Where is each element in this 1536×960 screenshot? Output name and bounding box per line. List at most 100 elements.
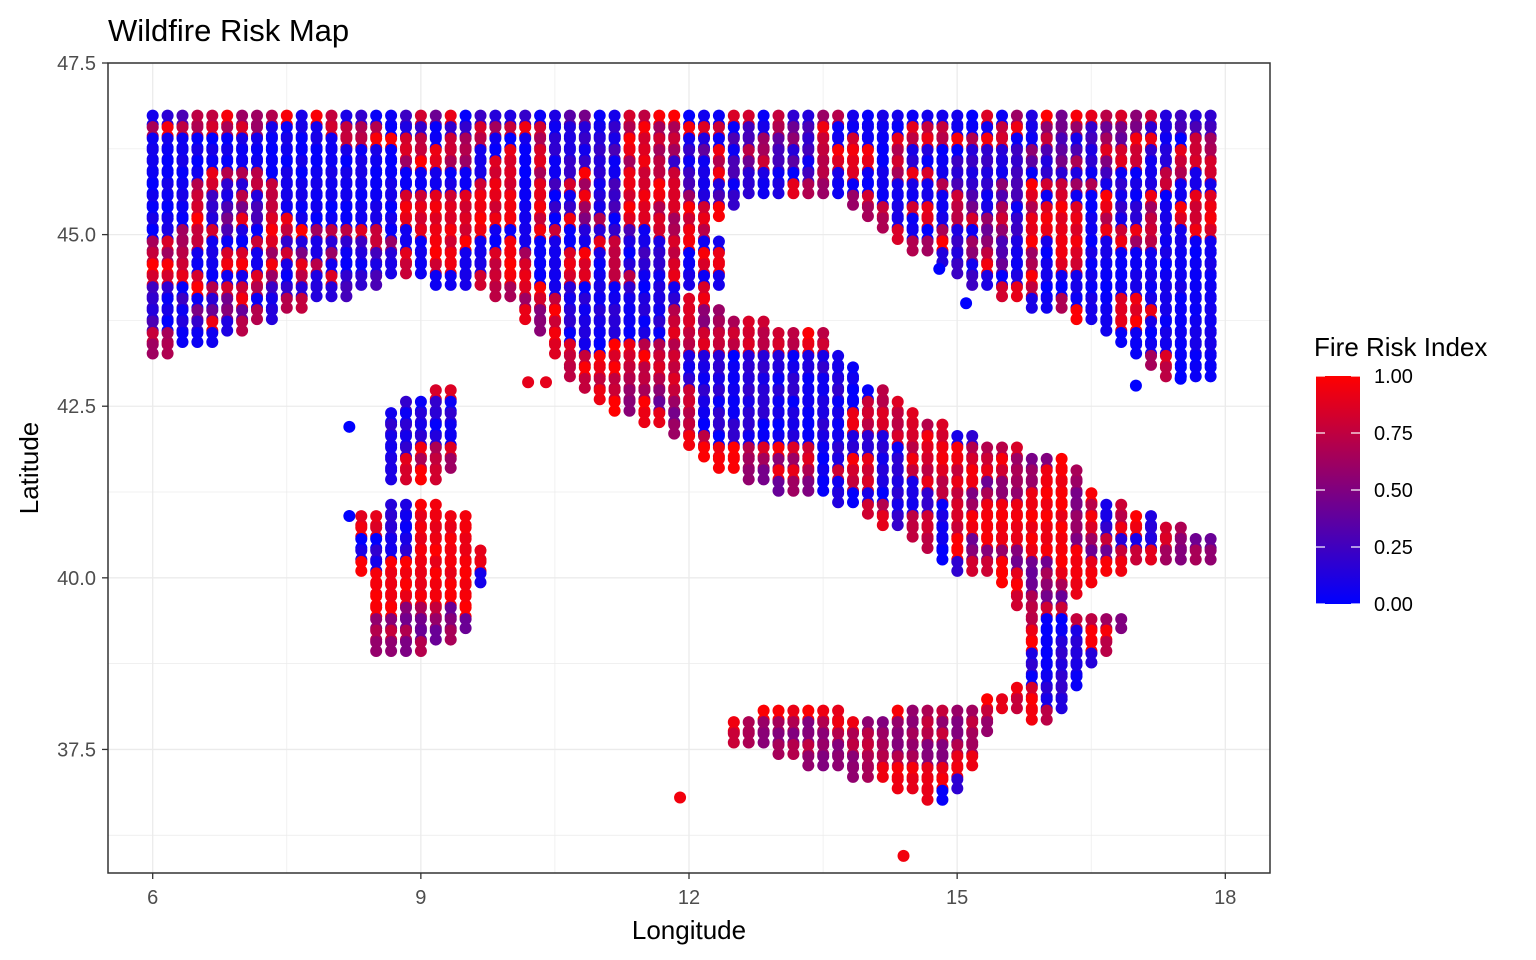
risk-point: [1174, 544, 1187, 557]
risk-point: [802, 349, 815, 362]
risk-point: [772, 747, 785, 760]
legend-label: 0.25: [1374, 537, 1413, 559]
risk-point: [996, 498, 1009, 511]
risk-point: [161, 281, 174, 294]
risk-point: [1130, 327, 1143, 340]
risk-point: [578, 224, 591, 237]
risk-point: [1025, 224, 1038, 237]
risk-point: [399, 224, 412, 237]
risk-point: [1070, 281, 1083, 294]
risk-point: [876, 475, 889, 488]
risk-point: [921, 224, 934, 237]
risk-point: [429, 384, 442, 397]
risk-point: [683, 315, 696, 328]
risk-point: [1085, 521, 1098, 534]
risk-point: [593, 201, 606, 214]
risk-point: [444, 189, 457, 202]
risk-point: [847, 464, 860, 477]
risk-point: [191, 258, 204, 271]
risk-point: [996, 235, 1009, 248]
risk-point: [608, 372, 621, 385]
risk-point: [921, 738, 934, 751]
risk-point: [1145, 281, 1158, 294]
risk-point: [891, 430, 904, 443]
risk-point: [1025, 555, 1038, 568]
risk-point: [981, 521, 994, 534]
risk-point: [295, 246, 308, 259]
risk-point: [1070, 292, 1083, 305]
risk-point: [936, 418, 949, 431]
risk-point: [236, 292, 249, 305]
risk-point: [1085, 567, 1098, 580]
risk-point: [429, 201, 442, 214]
risk-point: [966, 224, 979, 237]
risk-point: [802, 132, 815, 145]
risk-point: [698, 201, 711, 214]
risk-point: [638, 143, 651, 156]
risk-point: [996, 258, 1009, 271]
risk-point: [1055, 567, 1068, 580]
risk-point: [280, 235, 293, 248]
risk-point: [981, 441, 994, 454]
risk-point: [996, 109, 1009, 122]
risk-point: [1115, 201, 1128, 214]
risk-point: [1070, 224, 1083, 237]
risk-point: [1010, 452, 1023, 465]
risk-point: [519, 132, 532, 145]
risk-point: [787, 361, 800, 374]
risk-point: [817, 441, 830, 454]
risk-point: [996, 693, 1009, 706]
risk-point: [727, 121, 740, 134]
risk-point: [310, 155, 323, 168]
risk-point: [757, 372, 770, 385]
risk-point: [385, 189, 398, 202]
risk-point: [429, 510, 442, 523]
risk-point: [1100, 155, 1113, 168]
risk-point: [385, 452, 398, 465]
risk-point: [414, 498, 427, 511]
risk-point: [668, 281, 681, 294]
risk-point: [951, 441, 964, 454]
risk-point: [1025, 301, 1038, 314]
risk-point: [861, 761, 874, 774]
risk-point: [474, 189, 487, 202]
risk-point: [429, 178, 442, 191]
risk-point: [698, 246, 711, 259]
risk-point: [1040, 681, 1053, 694]
risk-point: [206, 281, 219, 294]
risk-point: [757, 473, 770, 486]
risk-point: [429, 224, 442, 237]
risk-point: [951, 267, 964, 280]
risk-point: [891, 716, 904, 729]
risk-point: [951, 109, 964, 122]
risk-point: [698, 281, 711, 294]
risk-point: [1040, 178, 1053, 191]
risk-point: [1040, 567, 1053, 580]
risk-point: [1130, 212, 1143, 225]
risk-point: [340, 155, 353, 168]
risk-point: [1010, 510, 1023, 523]
risk-point: [742, 430, 755, 443]
risk-point: [429, 590, 442, 603]
risk-point: [817, 727, 830, 740]
risk-point: [891, 132, 904, 145]
risk-point: [951, 521, 964, 534]
risk-point: [1145, 304, 1158, 317]
x-tick-label: 6: [147, 887, 158, 909]
risk-point: [951, 189, 964, 202]
risk-point: [459, 224, 472, 237]
risk-point: [191, 336, 204, 349]
risk-point: [1070, 246, 1083, 259]
risk-point: [221, 224, 234, 237]
risk-point: [191, 304, 204, 317]
risk-point: [1055, 132, 1068, 145]
risk-point: [474, 109, 487, 122]
risk-point: [340, 166, 353, 179]
risk-point: [563, 224, 576, 237]
risk-point: [876, 143, 889, 156]
risk-point: [757, 349, 770, 362]
risk-point: [668, 121, 681, 134]
risk-point: [549, 235, 562, 248]
risk-point: [906, 132, 919, 145]
risk-point: [742, 372, 755, 385]
